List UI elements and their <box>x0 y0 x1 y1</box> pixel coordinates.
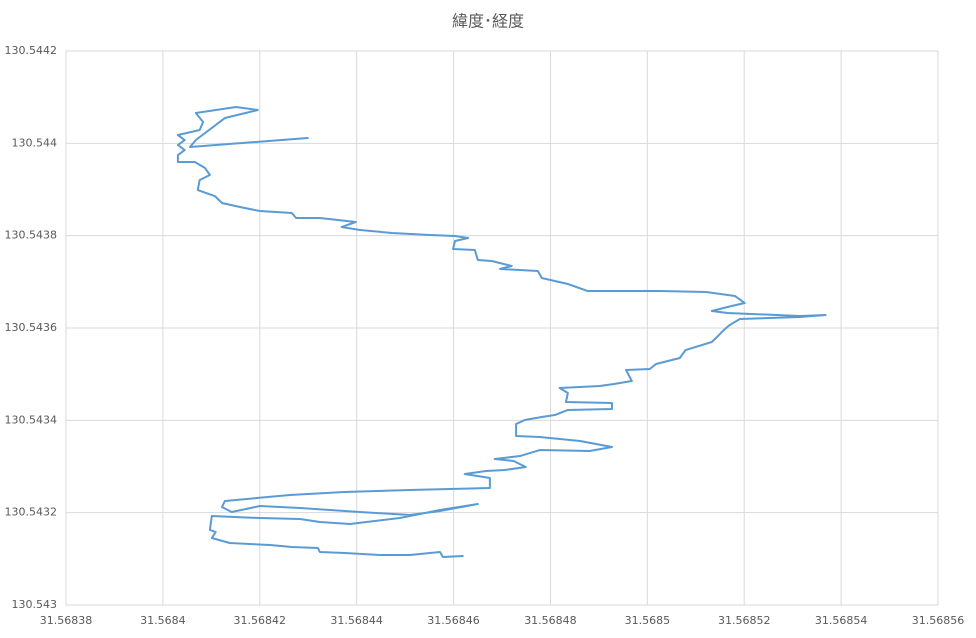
x-tick-label: 31.56838 <box>40 614 93 627</box>
y-tick-label: 130.5436 <box>5 321 58 334</box>
x-tick-label: 31.5684 <box>140 614 186 627</box>
y-tick-label: 130.5442 <box>5 44 58 57</box>
x-tick-label: 31.56842 <box>234 614 287 627</box>
x-tick-label: 31.56848 <box>524 614 577 627</box>
x-tick-label: 31.56846 <box>427 614 480 627</box>
x-tick-label: 31.56852 <box>718 614 771 627</box>
y-tick-label: 130.5432 <box>5 506 58 519</box>
x-tick-label: 31.56854 <box>815 614 868 627</box>
x-tick-label: 31.56844 <box>330 614 383 627</box>
y-tick-label: 130.543 <box>12 598 58 611</box>
chart-title: 緯度･経度 <box>452 12 524 31</box>
y-tick-label: 130.5434 <box>5 413 58 426</box>
y-tick-label: 130.544 <box>12 136 58 149</box>
x-tick-label: 31.56856 <box>912 614 965 627</box>
x-tick-label: 31.5685 <box>625 614 671 627</box>
data-line <box>176 106 827 558</box>
y-tick-label: 130.5438 <box>5 229 58 242</box>
